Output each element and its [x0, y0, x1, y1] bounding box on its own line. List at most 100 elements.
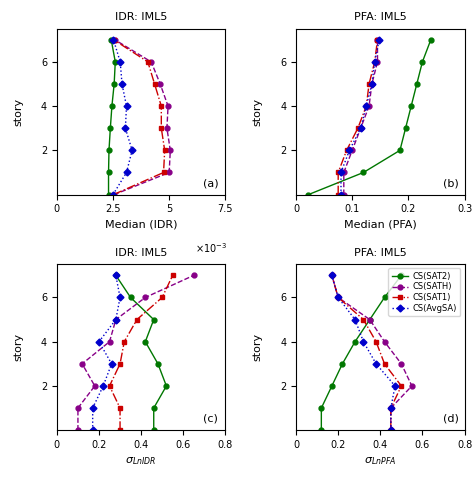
Line: CS(AvgSA): CS(AvgSA): [338, 37, 382, 197]
CS(SAT1): [117, 361, 123, 367]
Y-axis label: story: story: [13, 98, 23, 126]
CS(SAT2): [113, 272, 118, 278]
CS(SATH): [369, 81, 375, 87]
CS(AvgSA): [388, 427, 394, 433]
CS(SATH): [349, 148, 355, 153]
X-axis label: Median (IDR): Median (IDR): [105, 220, 177, 230]
CS(SATH): [367, 317, 373, 323]
CS(SAT2): [151, 317, 156, 323]
CS(AvgSA): [100, 383, 106, 389]
CS(SATH): [107, 339, 112, 345]
CS(SAT1): [158, 125, 164, 131]
CS(SATH): [366, 103, 372, 109]
Title: PFA: IML5: PFA: IML5: [354, 248, 407, 258]
CS(SAT1): [111, 37, 117, 43]
CS(SATH): [409, 383, 415, 389]
CS(SATH): [113, 317, 118, 323]
CS(SAT1): [372, 59, 377, 65]
Text: (d): (d): [443, 414, 458, 424]
CS(SATH): [382, 339, 387, 345]
CS(SAT1): [110, 192, 116, 197]
CS(AvgSA): [352, 317, 358, 323]
CS(SAT2): [109, 37, 114, 43]
CS(SAT2): [164, 383, 169, 389]
Line: CS(SATH): CS(SATH): [75, 273, 196, 433]
CS(SAT1): [335, 170, 341, 175]
CS(SAT2): [108, 125, 113, 131]
CS(AvgSA): [392, 383, 398, 389]
CS(SAT1): [159, 294, 165, 300]
CS(SAT1): [388, 405, 394, 411]
Line: CS(SAT2): CS(SAT2): [113, 273, 169, 433]
Title: IDR: IML5: IDR: IML5: [115, 248, 167, 258]
CS(SAT1): [162, 148, 167, 153]
CS(AvgSA): [110, 192, 116, 197]
Text: (c): (c): [203, 414, 219, 424]
CS(AvgSA): [388, 405, 394, 411]
X-axis label: Median (PFA): Median (PFA): [344, 220, 417, 230]
CS(AvgSA): [119, 81, 125, 87]
CS(SAT1): [145, 59, 151, 65]
CS(SAT2): [143, 339, 148, 345]
CS(SATH): [164, 125, 170, 131]
CS(SAT2): [408, 103, 414, 109]
CS(SATH): [79, 361, 85, 367]
CS(AvgSA): [338, 192, 344, 197]
CS(AvgSA): [358, 125, 364, 131]
CS(SAT2): [319, 427, 324, 433]
Line: CS(SAT2): CS(SAT2): [319, 273, 404, 433]
Text: (b): (b): [443, 178, 458, 188]
CS(SAT2): [319, 405, 324, 411]
CS(AvgSA): [109, 361, 114, 367]
CS(SAT2): [111, 81, 117, 87]
CS(SATH): [191, 272, 197, 278]
CS(SAT1): [366, 81, 372, 87]
CS(SAT1): [335, 294, 341, 300]
CS(SATH): [166, 170, 172, 175]
CS(SATH): [341, 170, 346, 175]
CS(SAT2): [352, 339, 358, 345]
CS(AvgSA): [96, 339, 102, 345]
CS(SATH): [111, 192, 117, 197]
Line: CS(SAT1): CS(SAT1): [107, 273, 175, 433]
CS(AvgSA): [118, 59, 123, 65]
CS(SAT1): [344, 148, 349, 153]
Line: CS(SAT2): CS(SAT2): [106, 37, 118, 197]
CS(SAT2): [399, 272, 404, 278]
Y-axis label: story: story: [13, 333, 23, 361]
CS(SATH): [399, 361, 404, 367]
CS(SAT2): [106, 192, 111, 197]
CS(AvgSA): [329, 272, 335, 278]
CS(AvgSA): [117, 294, 123, 300]
CS(AvgSA): [110, 37, 116, 43]
CS(SAT2): [112, 59, 118, 65]
CS(SAT1): [170, 272, 175, 278]
CS(AvgSA): [372, 59, 377, 65]
CS(SAT1): [107, 383, 112, 389]
CS(AvgSA): [376, 37, 382, 43]
CS(AvgSA): [124, 170, 129, 175]
Line: CS(SAT1): CS(SAT1): [329, 273, 404, 433]
CS(SATH): [374, 59, 380, 65]
CS(SATH): [341, 192, 346, 197]
CS(SAT1): [161, 170, 166, 175]
CS(SAT2): [428, 37, 434, 43]
CS(AvgSA): [113, 317, 118, 323]
CS(AvgSA): [369, 81, 375, 87]
CS(SATH): [388, 405, 394, 411]
CS(SAT2): [329, 383, 335, 389]
CS(SAT1): [364, 103, 369, 109]
CS(SATH): [167, 148, 173, 153]
CS(AvgSA): [129, 148, 135, 153]
CS(SAT1): [361, 317, 366, 323]
CS(SAT1): [335, 192, 341, 197]
CS(SAT2): [151, 405, 156, 411]
Line: CS(SATH): CS(SATH): [112, 37, 173, 197]
CS(SATH): [112, 37, 118, 43]
Line: CS(SATH): CS(SATH): [329, 273, 414, 433]
Y-axis label: story: story: [252, 333, 263, 361]
CS(SATH): [388, 427, 394, 433]
CS(SAT1): [355, 125, 361, 131]
Line: CS(AvgSA): CS(AvgSA): [329, 273, 398, 433]
CS(AvgSA): [373, 361, 379, 367]
